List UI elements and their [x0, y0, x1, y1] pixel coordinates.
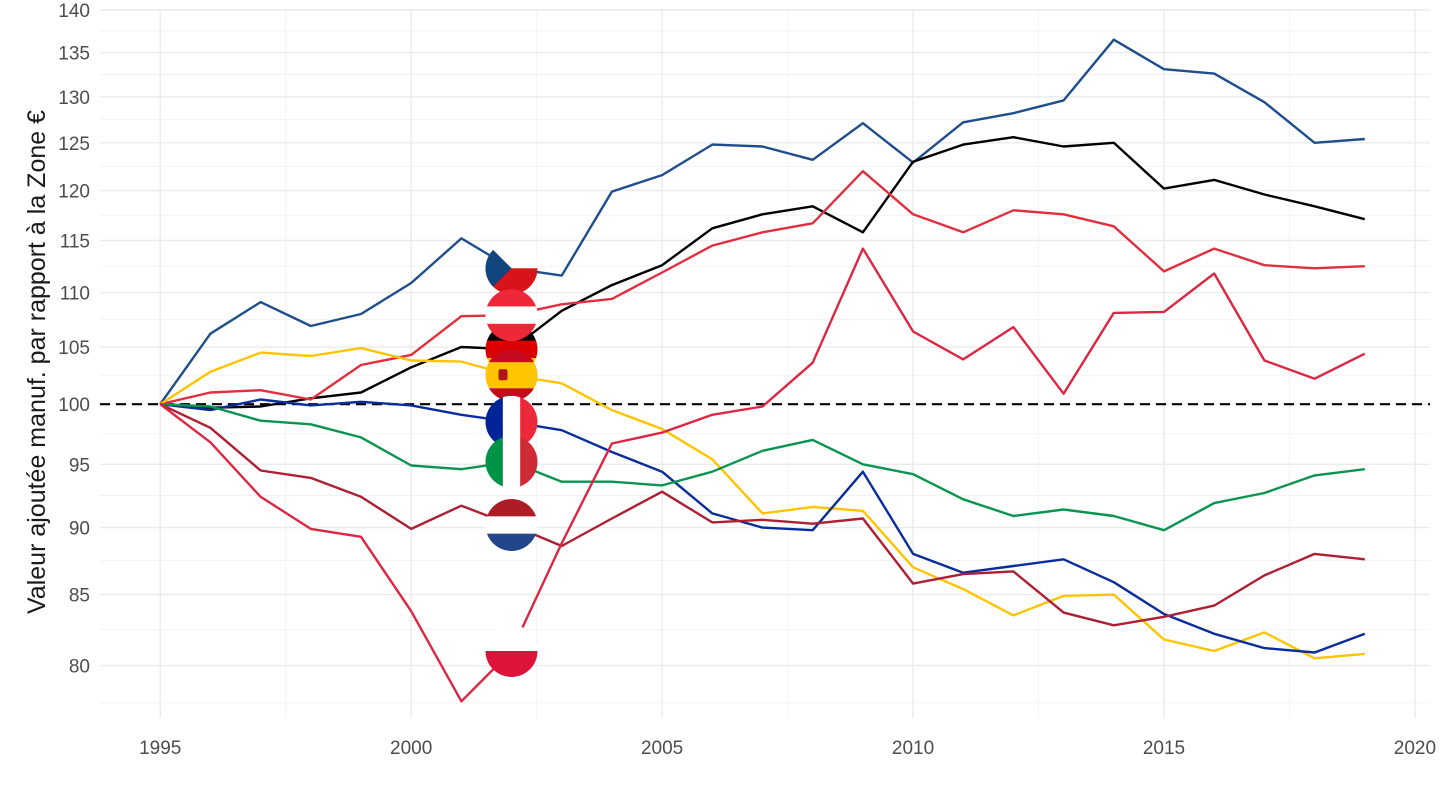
italy-line [160, 403, 1365, 532]
x-axis-tick-labels: 1995 2000 2005 2010 2015 2020 [139, 738, 1436, 759]
france-flag [485, 395, 538, 448]
netherlands-line [159, 403, 1365, 627]
series-lines [159, 38, 1366, 703]
poland-line [159, 247, 1366, 703]
x-tick-label: 2005 [641, 738, 683, 759]
austria-line [159, 170, 1365, 406]
minor-gridlines [100, 10, 1430, 718]
y-tick-label: 105 [58, 338, 90, 359]
czech-republic-flag [485, 242, 538, 295]
x-tick-label: 2015 [1143, 738, 1185, 759]
y-tick-label: 140 [58, 1, 90, 22]
austria-flag [485, 289, 538, 342]
germany-line [160, 136, 1366, 409]
y-tick-label: 135 [58, 44, 90, 65]
y-tick-label: 80 [69, 657, 90, 678]
x-tick-label: 1995 [139, 738, 181, 759]
y-axis-title: Valeur ajoutée manuf. par rapport à la Z… [23, 110, 51, 614]
spain-flag [485, 349, 538, 402]
netherlands-flag [485, 499, 538, 551]
y-tick-label: 95 [69, 455, 90, 476]
y-tick-label: 110 [60, 284, 90, 305]
major-gridlines [100, 9, 1430, 718]
y-axis-tick-labels: 80 85 90 95 100 105 110 115 120 125 130 135 140 [58, 1, 90, 678]
y-tick-label: 85 [69, 586, 90, 607]
x-tick-label: 2000 [390, 738, 432, 759]
y-tick-label: 130 [58, 88, 90, 109]
x-tick-label: 2020 [1394, 738, 1436, 759]
y-tick-label: 120 [58, 182, 90, 203]
x-tick-label: 2010 [892, 738, 934, 759]
y-tick-label: 100 [58, 395, 90, 416]
italy-flag [485, 435, 538, 488]
czech-republic-line [159, 38, 1365, 405]
y-tick-label: 125 [58, 134, 90, 155]
france-line [160, 398, 1366, 654]
spain-line [159, 346, 1365, 660]
poland-flag [485, 625, 538, 677]
y-tick-label: 115 [60, 231, 90, 252]
y-tick-label: 90 [69, 519, 90, 540]
